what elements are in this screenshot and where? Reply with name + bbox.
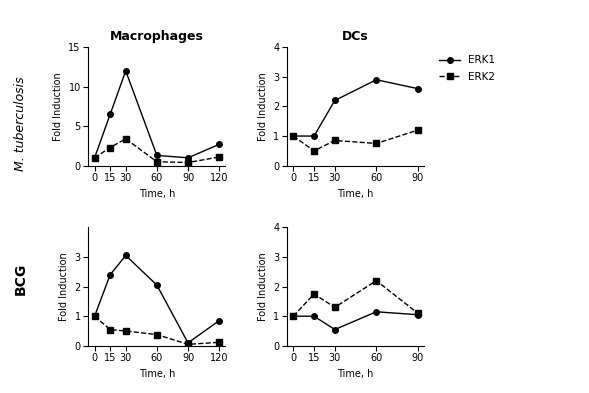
Y-axis label: Fold Induction: Fold Induction	[59, 252, 69, 321]
Y-axis label: Fold Induction: Fold Induction	[257, 252, 267, 321]
X-axis label: Time, h: Time, h	[337, 189, 374, 199]
X-axis label: Time, h: Time, h	[138, 369, 175, 379]
Legend: ERK1, ERK2: ERK1, ERK2	[436, 52, 498, 85]
Y-axis label: Fold Induction: Fold Induction	[53, 72, 63, 141]
Title: DCs: DCs	[342, 30, 369, 43]
Text: BCG: BCG	[14, 263, 28, 295]
X-axis label: Time, h: Time, h	[138, 189, 175, 199]
Y-axis label: Fold Induction: Fold Induction	[257, 72, 267, 141]
Title: Macrophages: Macrophages	[110, 30, 204, 43]
Text: M. tuberculosis: M. tuberculosis	[14, 77, 27, 171]
X-axis label: Time, h: Time, h	[337, 369, 374, 379]
